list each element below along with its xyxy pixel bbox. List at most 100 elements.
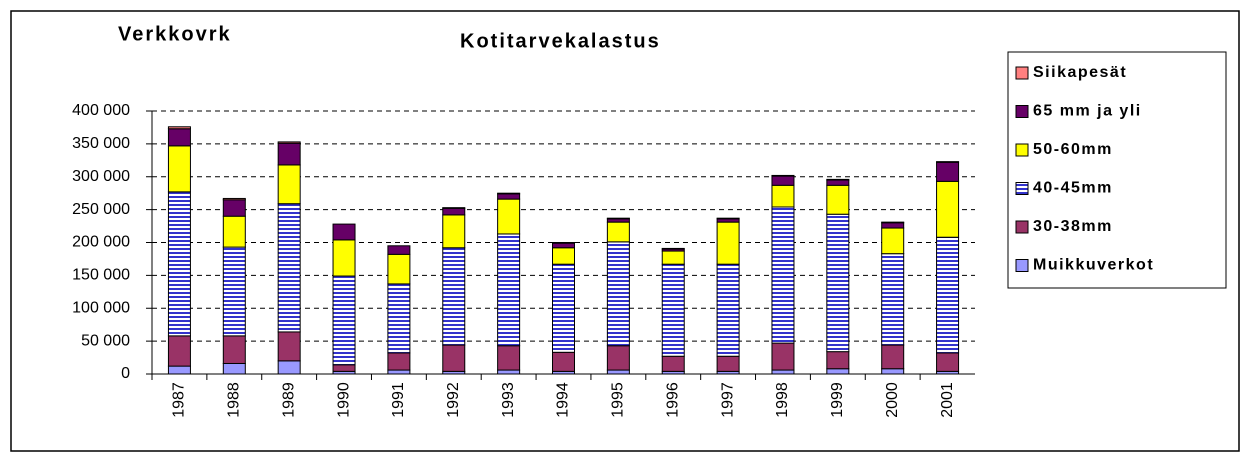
bar-segment [771, 174, 795, 177]
bar-segment [661, 355, 685, 372]
bar-segment [387, 283, 411, 354]
legend-label: Siikapesät [1033, 64, 1127, 81]
bar-segment [387, 253, 411, 285]
y-tick-label: 350 000 [72, 135, 130, 152]
annotation: Verkkovrk [118, 23, 232, 45]
x-tick-label: 2000 [884, 382, 901, 418]
bar-segment [881, 344, 905, 370]
x-tick-label: 2001 [939, 382, 956, 418]
y-tick-label: 50 000 [81, 332, 130, 349]
legend-box [1007, 51, 1227, 289]
bar-segment [716, 355, 740, 372]
bar-segment [167, 126, 191, 130]
y-tick-label: 400 000 [72, 102, 130, 119]
legend-label: 65 mm ja yli [1033, 103, 1142, 120]
bar-segment [881, 221, 905, 224]
legend-label: 50-60mm [1033, 141, 1113, 158]
bar-segment [442, 344, 466, 372]
bar-segment [442, 207, 466, 216]
y-tick-label: 250 000 [72, 201, 130, 218]
bar-segment [387, 352, 411, 371]
bar-segment [497, 233, 521, 347]
bar-segment [936, 236, 960, 354]
y-tick-label: 0 [121, 365, 130, 382]
bar-segment [167, 191, 191, 337]
bar-segment [881, 253, 905, 346]
x-tick-label: 1990 [335, 382, 352, 418]
bar-segment [771, 175, 795, 186]
legend-swatch [1015, 66, 1029, 80]
x-tick-label: 1996 [664, 382, 681, 418]
bar-segment [552, 247, 575, 265]
bar-segment [552, 351, 575, 372]
bar-segment [661, 263, 685, 357]
bar-segment [881, 222, 905, 229]
bar-segment [552, 242, 575, 249]
bar-segment [606, 221, 630, 243]
bar-segment [826, 178, 850, 181]
x-tick-label: 1989 [280, 382, 297, 418]
x-tick-label: 1991 [390, 382, 407, 418]
x-tick-label: 1988 [226, 382, 243, 418]
x-tick-label: 1997 [719, 382, 736, 418]
bar-segment [332, 275, 356, 366]
bar-segment [222, 215, 246, 248]
bar-segment [606, 217, 630, 220]
bar-segment [606, 241, 630, 347]
bar-segment [222, 362, 246, 375]
bar-segment [936, 161, 960, 182]
x-tick-label: 1999 [829, 382, 846, 418]
y-tick-label: 150 000 [72, 267, 130, 284]
bar-segment [771, 342, 795, 371]
bar-segment [167, 128, 191, 147]
bar-segment [167, 365, 191, 375]
legend-label: Muikkuverkot [1033, 257, 1154, 274]
bar-segment [552, 242, 575, 244]
bar-segment [552, 263, 575, 353]
y-tick-label: 100 000 [72, 299, 130, 316]
bar-segment [277, 164, 301, 205]
bar-segment [442, 207, 466, 209]
bar-segment [277, 141, 301, 144]
bar-segment [277, 203, 301, 333]
bar-segment [606, 345, 630, 371]
bar-segment [387, 369, 411, 375]
legend-swatch [1015, 220, 1029, 234]
bar-segment [661, 247, 685, 250]
bar-segment [222, 246, 246, 337]
bar-segment [771, 369, 795, 375]
x-tick-label: 1992 [445, 382, 462, 418]
bar-segment [826, 184, 850, 215]
bar-segment [826, 368, 850, 375]
x-tick-label: 1994 [555, 382, 572, 418]
bar-segment [497, 369, 521, 375]
bar-segment [167, 145, 191, 193]
bar-segment [497, 345, 521, 371]
bar-segment [497, 192, 521, 195]
bar-segment [277, 142, 301, 166]
x-tick-label: 1987 [171, 382, 188, 418]
legend-swatch [1015, 259, 1029, 272]
bar-segment [442, 247, 466, 346]
bar-segment [387, 245, 411, 255]
chart-title: Kotitarvekalastus [460, 30, 661, 52]
bar-segment [826, 179, 850, 186]
legend-swatch [1015, 182, 1029, 195]
bar-segment [332, 223, 356, 241]
y-tick-label: 300 000 [72, 168, 130, 185]
bar-segment [881, 227, 905, 255]
x-tick-label: 1993 [500, 382, 517, 418]
bar-segment [332, 364, 356, 372]
x-tick-label: 1998 [774, 382, 791, 418]
bar-segment [497, 198, 521, 235]
bar-segment [826, 351, 850, 370]
bar-segment [606, 369, 630, 375]
legend-swatch [1015, 143, 1029, 157]
bar-segment [716, 263, 740, 357]
x-tick-label: 1995 [610, 382, 627, 418]
bar-segment [277, 331, 301, 362]
y-tick-label: 200 000 [72, 234, 130, 251]
bar-segment [881, 368, 905, 375]
bar-segment [936, 161, 960, 163]
